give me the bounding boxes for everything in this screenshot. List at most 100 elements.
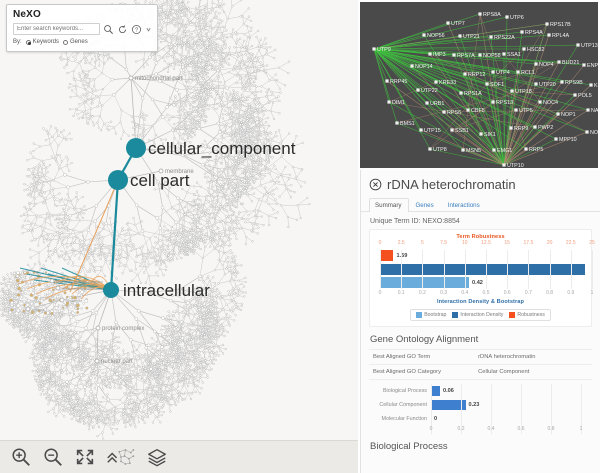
gene-node-label[interactable]: SSA1 bbox=[507, 52, 521, 58]
zoom-in-icon[interactable] bbox=[10, 446, 32, 468]
gene-node-label[interactable]: UTP10 bbox=[507, 163, 524, 168]
gene-node-label[interactable]: NOP14 bbox=[415, 64, 433, 70]
gene-node-label[interactable]: UTP20 bbox=[539, 82, 556, 88]
fit-screen-icon[interactable] bbox=[74, 446, 96, 468]
gene-node-label[interactable]: POL5 bbox=[578, 93, 592, 99]
gene-node-label[interactable]: KRI1 bbox=[594, 83, 598, 89]
axis-tick: 20 bbox=[546, 240, 553, 246]
axis-tick: 1 bbox=[579, 426, 583, 432]
gene-node-label[interactable]: SSB1 bbox=[455, 128, 469, 134]
gene-node-label[interactable]: RPS6 bbox=[447, 110, 461, 116]
alignment-key: Best Aligned GO Category bbox=[373, 369, 441, 375]
gene-node-label[interactable]: UTP21 bbox=[463, 34, 480, 40]
collapse-icon[interactable] bbox=[106, 446, 136, 468]
gene-node-label[interactable]: ENP1 bbox=[587, 63, 598, 69]
gene-node-label[interactable]: UTP5 bbox=[519, 108, 533, 114]
gene-node-label[interactable]: IMP3 bbox=[433, 52, 446, 58]
gene-node-label[interactable]: UTP7 bbox=[451, 21, 465, 27]
gene-node-label[interactable]: NOC4 bbox=[543, 100, 558, 106]
zoom-out-icon[interactable] bbox=[42, 446, 64, 468]
ontology-graph-panel[interactable]: cellular_component cell part intracellular… bbox=[0, 0, 358, 473]
gene-node-label[interactable]: URB1 bbox=[430, 101, 444, 107]
axis-tick: 15 bbox=[504, 240, 510, 246]
gene-node-label[interactable]: RRP45 bbox=[390, 79, 407, 85]
gene-node-label[interactable]: UTP18 bbox=[515, 89, 532, 95]
gene-node-label[interactable]: NOP4 bbox=[539, 62, 554, 68]
gene-node-label[interactable]: RPS8A bbox=[483, 12, 501, 18]
gene-node-label[interactable]: BMS1 bbox=[400, 121, 415, 127]
gene-node-label[interactable]: RRP12 bbox=[468, 72, 485, 78]
gene-node-label[interactable]: RRP9 bbox=[514, 126, 528, 132]
graph-node-label: mitochondrial part bbox=[135, 76, 183, 82]
unique-term-id: Unique Term ID: NEXO:8854 bbox=[370, 218, 460, 225]
gene-node-label[interactable]: UTP4 bbox=[496, 70, 510, 76]
gene-node-label[interactable]: RPS13 bbox=[496, 100, 513, 106]
gene-node-label[interactable]: UTP13 bbox=[581, 43, 598, 49]
gene-node-label[interactable]: RPS1A bbox=[464, 91, 482, 97]
gene-interaction-network[interactable]: UTP9 NOP56 UTP7 RPS8A UTP6 RPS17B UTP21 RPS22A R… bbox=[360, 2, 598, 168]
alignment-key: Best Aligned GO Term bbox=[373, 354, 431, 360]
search-icon[interactable] bbox=[103, 24, 114, 35]
gene-node-label[interactable]: UTP8 bbox=[433, 147, 447, 153]
axis-tick: 0.8 bbox=[546, 290, 554, 296]
layers-icon[interactable] bbox=[146, 446, 168, 468]
robustness-chart-bottom-title: Interaction Density & Bootstrap bbox=[436, 299, 525, 305]
gene-node-label[interactable]: SOF1 bbox=[490, 82, 504, 88]
gene-node-label[interactable]: NOP6 bbox=[590, 130, 598, 136]
graph-node-label: ribosomal subunit bbox=[62, 286, 94, 291]
gene-node-label[interactable]: DIM1 bbox=[392, 100, 405, 106]
gene-node-label[interactable]: RPL4A bbox=[552, 33, 569, 39]
radio-keywords[interactable]: Keywords bbox=[25, 39, 60, 45]
gene-node-label[interactable]: MPP10 bbox=[559, 137, 577, 143]
axis-tick: 1 bbox=[590, 290, 594, 296]
gene-node-label[interactable]: NAN1 bbox=[591, 108, 598, 114]
detail-tabs[interactable]: Summary Genes Interactions bbox=[361, 197, 600, 212]
radio-genes-dot[interactable] bbox=[63, 39, 69, 45]
chevron-down-icon[interactable] bbox=[145, 24, 152, 35]
gene-node-label[interactable]: MSN5 bbox=[466, 148, 481, 154]
refresh-icon[interactable] bbox=[117, 24, 128, 35]
radio-keywords-dot[interactable] bbox=[25, 39, 31, 45]
gene-node-label[interactable]: KRE33 bbox=[439, 80, 456, 86]
gene-node-label[interactable]: NOP1 bbox=[561, 112, 576, 118]
gene-node-label[interactable]: SIK1 bbox=[484, 132, 496, 138]
tab-interactions[interactable]: Interactions bbox=[447, 202, 480, 209]
tab-summary[interactable]: Summary bbox=[369, 198, 410, 212]
term-detail-panel[interactable]: rDNA heterochromatin Summary Genes Inter… bbox=[360, 170, 600, 473]
gene-node-label[interactable]: UTP15 bbox=[424, 128, 441, 134]
radio-genes[interactable]: Genes bbox=[63, 39, 88, 45]
gene-node-label[interactable]: UTP6 bbox=[510, 15, 524, 21]
close-circle-icon[interactable] bbox=[369, 178, 382, 191]
gene-node-label[interactable]: PWP2 bbox=[538, 125, 553, 131]
gene-node-label[interactable]: UTP22 bbox=[421, 88, 438, 94]
gene-node-label[interactable]: BUD21 bbox=[562, 60, 579, 66]
graph-toolbar[interactable] bbox=[0, 440, 358, 473]
gene-node-label[interactable]: CBF5 bbox=[471, 108, 485, 114]
gene-node-label[interactable]: HSC82 bbox=[527, 47, 544, 53]
go-category-label: Biological Process bbox=[382, 388, 427, 394]
robustness-legend: Bootstrap Interaction Density Robustness bbox=[410, 309, 551, 321]
gene-node-label[interactable]: NOP56 bbox=[427, 33, 445, 39]
tab-genes[interactable]: Genes bbox=[415, 202, 434, 209]
axis-tick: 0.6 bbox=[503, 290, 511, 296]
axis-tick: 0.2 bbox=[457, 426, 465, 432]
go-chart-rows: Biological Process 0.06 Cellular Component… bbox=[369, 384, 592, 426]
gene-node-label[interactable]: RPS4A bbox=[525, 30, 543, 36]
gene-node-label[interactable]: RPS7A bbox=[457, 53, 475, 59]
gene-node-label[interactable]: UTP9 bbox=[377, 47, 391, 53]
search-panel[interactable]: NeXO ? By: bbox=[6, 4, 158, 52]
search-input[interactable] bbox=[13, 23, 100, 35]
help-icon[interactable]: ? bbox=[131, 24, 142, 35]
gene-node-label[interactable]: NOP58 bbox=[483, 53, 501, 59]
radio-keywords-label: Keywords bbox=[32, 39, 60, 45]
go-chart-row: Cellular Component 0.23 bbox=[369, 398, 592, 412]
gene-node-label[interactable]: RCL1 bbox=[521, 70, 535, 76]
gene-node-label[interactable]: RPS22A bbox=[494, 35, 515, 41]
gene-network-svg[interactable]: UTP9 NOP56 UTP7 RPS8A UTP6 RPS17B UTP21 RPS22A R… bbox=[360, 2, 598, 168]
gene-node-label[interactable]: RPS9B bbox=[565, 80, 583, 86]
gene-node-label[interactable]: RRP5 bbox=[529, 147, 543, 153]
table-row: Best Aligned GO Term rDNA heterochromati… bbox=[369, 350, 592, 365]
gene-node-label[interactable]: RPS17B bbox=[550, 22, 571, 28]
gene-node-label[interactable]: EMG1 bbox=[497, 148, 512, 154]
